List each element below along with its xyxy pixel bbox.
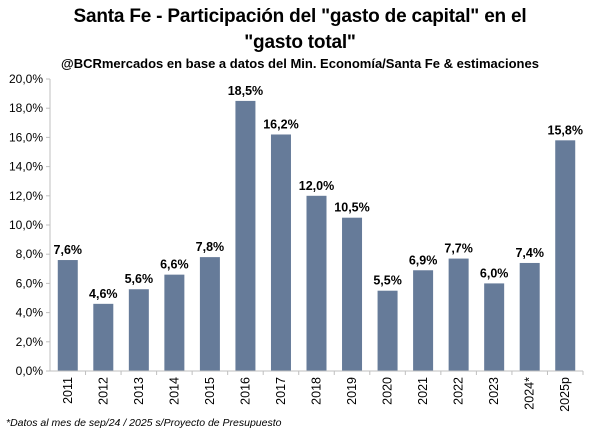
x-tick-label: 2025p (558, 377, 572, 412)
y-axis: 0,0% 2,0% 4,0% 6,0% 8,0% 10,0% 12,0% 14,0% 16,0%… (9, 72, 51, 378)
bar-value-label: 18,5% (228, 84, 263, 98)
y-tick-label: 18,0% (9, 101, 43, 115)
bar-value-label: 16,2% (263, 117, 298, 131)
x-axis: 2011 2012 2013 2014 2015 2016 2017 2018 2019 2020… (50, 370, 584, 412)
chart-title-line-2: "gasto total" (244, 32, 356, 53)
x-tick-label: 2017 (274, 377, 288, 405)
y-tick-label: 8,0% (16, 247, 44, 261)
x-tick-label: 2024* (523, 377, 537, 410)
bar (555, 140, 576, 371)
bar (235, 100, 256, 372)
bar-value-label: 5,6% (125, 272, 154, 286)
x-tick-label: 2018 (310, 377, 324, 405)
bar (164, 274, 185, 371)
bar-value-label: 5,5% (373, 274, 402, 288)
bar-value-label: 12,0% (299, 179, 334, 193)
x-tick-label: 2023 (487, 377, 501, 405)
y-tick-label: 0,0% (16, 364, 44, 378)
x-tick-label: 2012 (96, 377, 110, 405)
bar (128, 289, 149, 371)
x-tick-label: 2013 (132, 377, 146, 405)
bar-value-label: 7,6% (54, 243, 83, 257)
bar (270, 134, 291, 371)
bar-value-label: 6,9% (409, 253, 438, 267)
value-labels: 7,6% 4,6% 5,6% 6,6% 7,8% 18,5% 16,2% 12,0%10,5%… (54, 84, 583, 301)
x-tick-label: 2019 (345, 377, 359, 405)
bar-value-label: 7,8% (196, 240, 225, 254)
y-tick-label: 14,0% (9, 160, 43, 174)
bar-value-label: 4,6% (89, 287, 118, 301)
bar (413, 270, 434, 371)
x-tick-label: 2021 (416, 377, 430, 405)
bar-value-label: 6,0% (480, 266, 509, 280)
bar (306, 195, 327, 371)
y-tick-label: 4,0% (16, 306, 44, 320)
bar (377, 290, 398, 371)
x-tick-label: 2011 (61, 377, 75, 404)
bars (57, 100, 576, 372)
x-tick-label: 2015 (203, 377, 217, 405)
bar (484, 283, 505, 371)
bar-value-label: 10,5% (334, 201, 369, 215)
y-tick-label: 10,0% (9, 218, 43, 232)
bar-value-label: 7,4% (515, 246, 544, 260)
bar-value-label: 15,8% (548, 123, 583, 137)
y-tick-label: 6,0% (16, 276, 44, 290)
y-tick-label: 2,0% (16, 335, 44, 349)
chart-title-line-1: Santa Fe - Participación del "gasto de c… (73, 6, 527, 27)
x-tick-label: 2014 (167, 377, 181, 405)
y-tick-label: 16,0% (9, 130, 43, 144)
bar-value-label: 7,7% (444, 242, 473, 256)
y-tick-label: 20,0% (9, 72, 43, 86)
x-tick-label: 2020 (381, 377, 395, 405)
bar (519, 262, 540, 371)
bar (57, 260, 78, 371)
bar (199, 257, 220, 371)
x-tick-label: 2022 (452, 377, 466, 405)
bar (342, 217, 363, 371)
bar (93, 303, 114, 371)
x-tick-label: 2016 (238, 377, 252, 405)
bar (448, 258, 469, 371)
chart-subtitle: @BCRmercados en base a datos del Min. Ec… (61, 56, 539, 71)
footnote: *Datos al mes de sep/24 / 2025 s/Proyect… (6, 417, 282, 429)
y-tick-label: 12,0% (9, 189, 43, 203)
bar-value-label: 6,6% (160, 258, 189, 272)
